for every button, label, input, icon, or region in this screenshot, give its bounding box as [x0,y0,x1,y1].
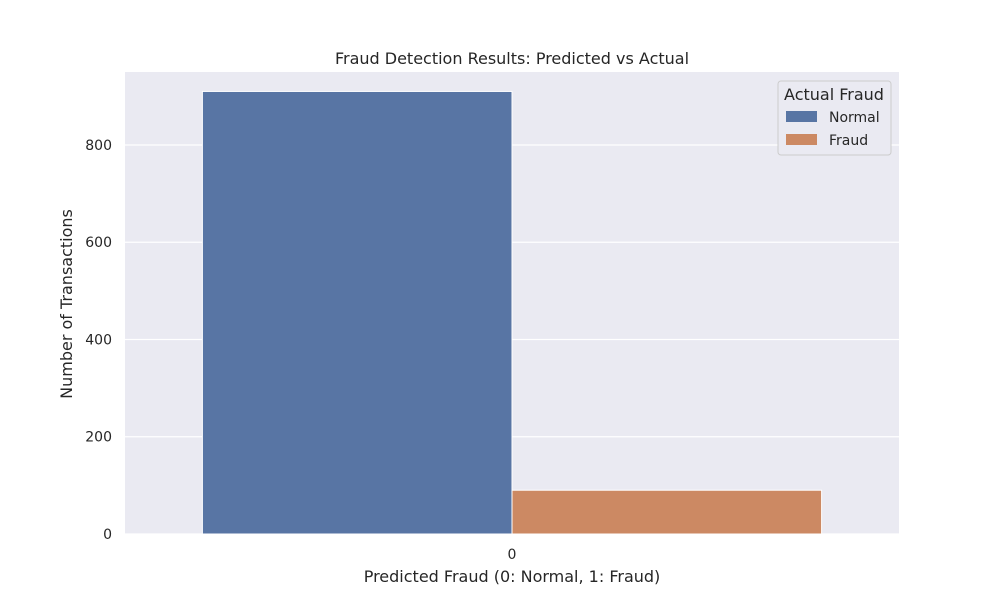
legend-swatch-normal [786,111,817,122]
y-axis-ticks: 0 200 400 600 800 [85,138,112,543]
legend-swatch-fraud [786,134,817,145]
legend-label-fraud: Fraud [829,133,868,149]
y-tick-label: 400 [85,332,112,348]
legend-items: Normal Fraud [786,110,880,149]
y-tick-label: 600 [85,235,112,251]
legend: Actual Fraud Normal Fraud [777,80,892,156]
legend-label-normal: Normal [829,110,880,126]
bar-fraud-0 [511,489,823,535]
x-axis-title: Predicted Fraud (0: Normal, 1: Fraud) [364,567,661,586]
y-axis-title: Number of Transactions [57,209,76,399]
y-tick-label: 200 [85,430,112,446]
x-axis-ticks: 0 [508,547,517,563]
bar-normal-0 [201,90,513,535]
chart-title: Fraud Detection Results: Predicted vs Ac… [335,49,689,68]
legend-title: Actual Fraud [784,85,884,104]
x-tick-label: 0 [508,547,517,563]
y-tick-label: 800 [85,138,112,154]
bars [201,90,823,535]
y-tick-label: 0 [103,527,112,543]
